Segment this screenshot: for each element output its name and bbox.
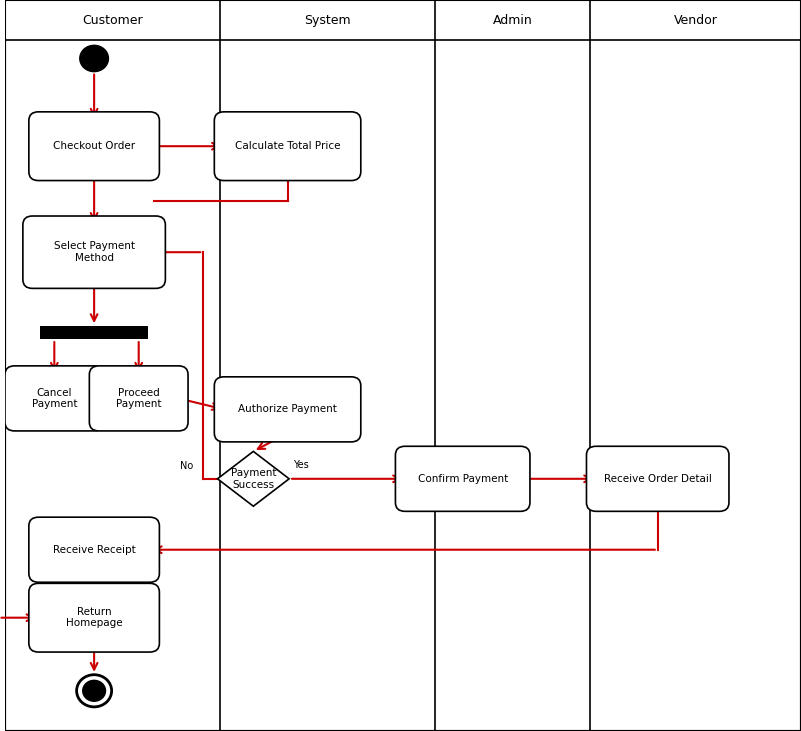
Circle shape (83, 681, 106, 701)
Text: Customer: Customer (83, 14, 143, 26)
Text: Confirm Payment: Confirm Payment (417, 474, 508, 484)
Circle shape (80, 45, 108, 72)
FancyBboxPatch shape (29, 518, 159, 582)
Text: Receive Receipt: Receive Receipt (53, 545, 135, 555)
Text: System: System (304, 14, 351, 26)
FancyBboxPatch shape (396, 446, 530, 512)
FancyBboxPatch shape (5, 366, 103, 431)
Text: Return
Homepage: Return Homepage (66, 607, 123, 629)
Bar (590, 0, 801, 40)
Bar (220, 0, 435, 40)
FancyBboxPatch shape (90, 366, 188, 431)
FancyBboxPatch shape (215, 112, 360, 181)
Text: Vendor: Vendor (674, 14, 718, 26)
Text: Yes: Yes (293, 460, 309, 470)
FancyBboxPatch shape (29, 112, 159, 181)
Bar (40, 326, 148, 339)
Text: Authorize Payment: Authorize Payment (238, 404, 337, 414)
Text: Select Payment
Method: Select Payment Method (54, 241, 135, 263)
FancyBboxPatch shape (23, 216, 165, 288)
Text: Admin: Admin (493, 14, 533, 26)
Text: Cancel
Payment: Cancel Payment (31, 387, 77, 409)
FancyBboxPatch shape (586, 446, 729, 512)
Text: Calculate Total Price: Calculate Total Price (235, 141, 340, 151)
Text: Proceed
Payment: Proceed Payment (116, 387, 162, 409)
Text: Checkout Order: Checkout Order (53, 141, 135, 151)
FancyBboxPatch shape (215, 377, 360, 442)
Text: Receive Order Detail: Receive Order Detail (604, 474, 711, 484)
Polygon shape (218, 452, 289, 506)
Bar (435, 0, 590, 40)
Text: Payment
Success: Payment Success (231, 468, 276, 490)
Text: No: No (180, 461, 194, 471)
FancyBboxPatch shape (29, 583, 159, 652)
Circle shape (77, 675, 111, 707)
Bar (5, 0, 220, 40)
